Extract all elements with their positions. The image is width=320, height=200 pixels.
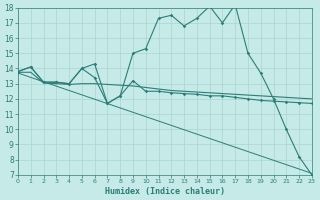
X-axis label: Humidex (Indice chaleur): Humidex (Indice chaleur)	[105, 187, 225, 196]
